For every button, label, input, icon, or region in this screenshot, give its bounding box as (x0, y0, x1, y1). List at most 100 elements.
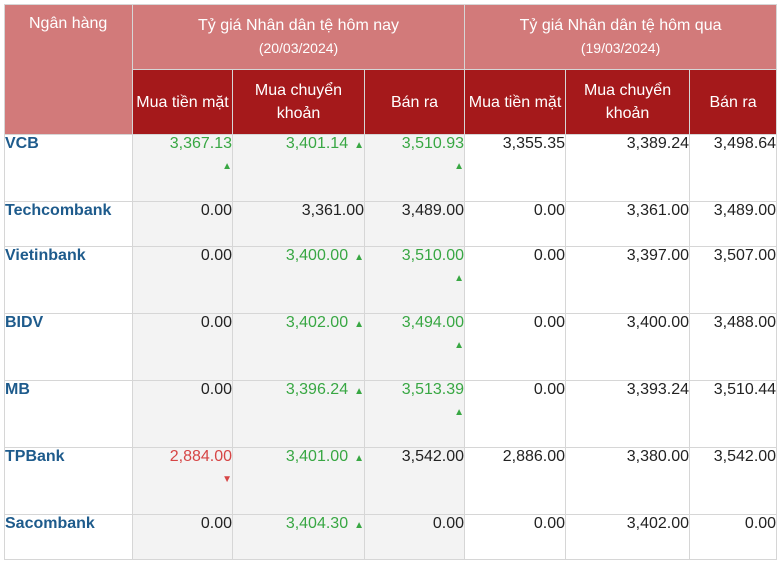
today-buy-cash-cell: 0.00 (132, 313, 233, 381)
today-sell-value: 3,513.39 (401, 381, 465, 398)
table-row: Techcombank 0.00 3,361.00 3,489.00 0.00 3,361… (4, 201, 777, 247)
bank-column-header: Ngân hàng (4, 4, 133, 135)
table-row: Vietinbank 0.00 3,400.00 ▲ 3,510.00 ▲ 0.00 3,39… (4, 246, 777, 314)
yesterday-sell-value: 3,510.44 (689, 380, 777, 448)
yesterday-buy-cash-header: Mua tiền mặt (464, 69, 567, 135)
yesterday-buy-transfer-value: 3,380.00 (565, 447, 691, 515)
today-sell-value: 3,510.00 (401, 247, 465, 264)
triangle-up-icon: ▲ (354, 252, 364, 263)
triangle-up-icon: ▲ (354, 386, 364, 397)
today-group-header: Tỷ giá Nhân dân tệ hôm nay (20/03/2024) (131, 4, 466, 70)
today-buy-cash-cell: 0.00 (132, 246, 233, 314)
today-buy-cash-value: 0.00 (200, 202, 232, 219)
triangle-down-icon: ▼ (222, 474, 232, 485)
today-buy-transfer-cell: 3,401.14 ▲ (232, 134, 365, 202)
today-buy-transfer-cell: 3,400.00 ▲ (232, 246, 365, 314)
bank-name: Vietinbank (4, 246, 133, 314)
today-buy-transfer-value: 3,404.30 (285, 515, 349, 532)
today-buy-cash-cell: 0.00 (132, 380, 233, 448)
today-buy-transfer-value: 3,401.00 (285, 448, 349, 465)
today-buy-cash-value: 0.00 (200, 314, 232, 331)
yesterday-buy-cash-value: 0.00 (464, 514, 567, 560)
yesterday-buy-cash-value: 2,886.00 (464, 447, 567, 515)
yesterday-buy-transfer-value: 3,397.00 (565, 246, 691, 314)
today-sell-cell: 3,513.39 ▲ (363, 380, 466, 448)
yesterday-sell-value: 3,488.00 (689, 313, 777, 381)
today-group-date: (20/03/2024) (258, 40, 339, 56)
triangle-up-icon: ▲ (354, 520, 364, 531)
today-buy-transfer-cell: 3,401.00 ▲ (232, 447, 365, 515)
bank-column-header-label: Ngân hàng (29, 15, 108, 32)
triangle-up-icon: ▲ (454, 407, 465, 418)
today-buy-transfer-cell: 3,402.00 ▲ (232, 313, 365, 381)
today-buy-transfer-cell: 3,404.30 ▲ (232, 514, 365, 560)
triangle-up-icon: ▲ (354, 319, 364, 330)
yesterday-group-header: Tỷ giá Nhân dân tệ hôm qua (19/03/2024) (464, 4, 777, 70)
today-buy-cash-value: 0.00 (200, 381, 232, 398)
today-sell-cell: 3,542.00 (363, 447, 466, 515)
today-buy-transfer-value: 3,401.14 (285, 135, 349, 152)
today-buy-transfer-header: Mua chuyển khoản (232, 69, 365, 135)
bank-name: TPBank (4, 447, 133, 515)
bank-name: MB (4, 380, 133, 448)
today-buy-transfer-cell: 3,396.24 ▲ (232, 380, 365, 448)
yesterday-buy-cash-value: 0.00 (464, 201, 567, 247)
today-buy-transfer-value: 3,400.00 (285, 247, 349, 264)
triangle-up-icon: ▲ (354, 453, 364, 464)
yesterday-buy-cash-value: 0.00 (464, 380, 567, 448)
today-buy-cash-header: Mua tiền mặt (132, 69, 233, 135)
today-sell-cell: 3,494.00 ▲ (363, 313, 466, 381)
yesterday-sell-header: Bán ra (689, 69, 777, 135)
today-buy-cash-value: 2,884.00 (169, 448, 232, 465)
today-sell-value: 3,542.00 (401, 448, 465, 465)
yesterday-sell-value: 3,498.64 (689, 134, 777, 202)
bank-name: VCB (4, 134, 133, 202)
table-row: Sacombank 0.00 3,404.30 ▲ 0.00 0.00 3,402.00 0.… (4, 514, 777, 560)
table-row: BIDV 0.00 3,402.00 ▲ 3,494.00 ▲ 0.00 3,400.00 3,… (4, 313, 777, 381)
yesterday-sell-value: 3,542.00 (689, 447, 777, 515)
yesterday-buy-cash-value: 3,355.35 (464, 134, 567, 202)
triangle-up-icon: ▲ (222, 161, 232, 172)
table-row: MB 0.00 3,396.24 ▲ 3,513.39 ▲ 0.00 3,393.24 3,51… (4, 380, 777, 448)
today-sell-cell: 3,510.00 ▲ (363, 246, 466, 314)
yesterday-buy-transfer-header: Mua chuyển khoản (565, 69, 691, 135)
yesterday-buy-transfer-value: 3,389.24 (565, 134, 691, 202)
today-buy-cash-value: 0.00 (200, 247, 232, 264)
triangle-up-icon: ▲ (454, 161, 465, 172)
yesterday-buy-transfer-value: 3,361.00 (565, 201, 691, 247)
yesterday-sell-value: 3,489.00 (689, 201, 777, 247)
yesterday-sell-value: 0.00 (689, 514, 777, 560)
yesterday-buy-transfer-value: 3,393.24 (565, 380, 691, 448)
today-buy-cash-cell: 0.00 (132, 514, 233, 560)
today-sell-cell: 0.00 (363, 514, 466, 560)
today-buy-transfer-value: 3,396.24 (285, 381, 349, 398)
today-sell-cell: 3,489.00 (363, 201, 466, 247)
table-row: TPBank 2,884.00 ▼ 3,401.00 ▲ 3,542.00 2,886.00… (4, 447, 777, 515)
yesterday-buy-cash-value: 0.00 (464, 313, 567, 381)
today-buy-cash-value: 0.00 (200, 515, 232, 532)
today-buy-transfer-cell: 3,361.00 (232, 201, 365, 247)
table-row: VCB 3,367.13 ▲ 3,401.14 ▲ 3,510.93 ▲ 3,355.35 3,… (4, 134, 777, 202)
today-sell-value: 3,510.93 (401, 135, 465, 152)
yesterday-buy-transfer-value: 3,402.00 (565, 514, 691, 560)
bank-name: BIDV (4, 313, 133, 381)
yesterday-buy-transfer-value: 3,400.00 (565, 313, 691, 381)
yesterday-group-title: Tỷ giá Nhân dân tệ hôm qua (519, 17, 722, 34)
today-sell-value: 3,489.00 (401, 202, 465, 219)
rate-table-body: VCB 3,367.13 ▲ 3,401.14 ▲ 3,510.93 ▲ 3,355.35 3,… (4, 134, 777, 560)
today-buy-cash-value: 3,367.13 (169, 135, 232, 152)
today-sell-value: 0.00 (432, 515, 465, 532)
triangle-up-icon: ▲ (454, 340, 465, 351)
bank-name: Techcombank (4, 201, 133, 247)
yesterday-group-date: (19/03/2024) (580, 40, 661, 56)
today-buy-cash-cell: 3,367.13 ▲ (132, 134, 233, 202)
today-buy-cash-cell: 2,884.00 ▼ (132, 447, 233, 515)
today-sell-value: 3,494.00 (401, 314, 465, 331)
today-sell-header: Bán ra (363, 69, 466, 135)
exchange-rate-table: Ngân hàng Tỷ giá Nhân dân tệ hôm nay (20… (4, 4, 777, 560)
today-buy-transfer-value: 3,361.00 (301, 202, 364, 219)
triangle-up-icon: ▲ (354, 140, 364, 151)
yesterday-sell-value: 3,507.00 (689, 246, 777, 314)
today-group-title: Tỷ giá Nhân dân tệ hôm nay (198, 17, 400, 34)
today-sell-cell: 3,510.93 ▲ (363, 134, 466, 202)
